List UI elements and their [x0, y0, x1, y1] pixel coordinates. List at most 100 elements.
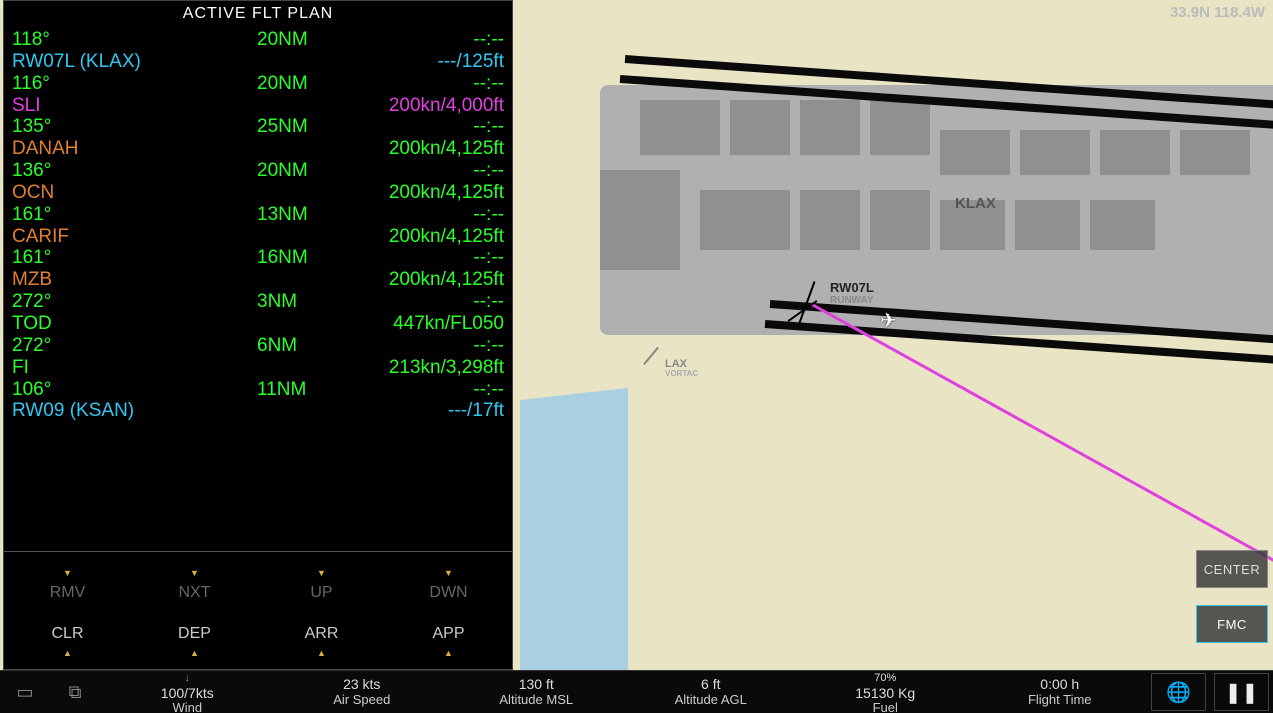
triangle-down-icon: ▲ [18, 649, 118, 658]
wp-heading: 118° [12, 29, 257, 51]
wp-name: DANAH [12, 138, 257, 160]
wp-distance: 20NM [257, 73, 357, 95]
wind-label: Wind [100, 701, 275, 713]
fmc-btn-label: UP [310, 584, 332, 601]
status-altagl: 6 ft Altitude AGL [624, 676, 799, 707]
status-flighttime: 0:00 h Flight Time [973, 676, 1148, 707]
vortac-tick [643, 347, 659, 365]
fmc-toggle-button[interactable]: FMC [1196, 605, 1268, 643]
wp-ete: --:-- [357, 247, 504, 269]
waypoint-row[interactable]: 116°20NM--:--SLI200kn/4,000ft [12, 73, 504, 117]
status-airspeed: 23 kts Air Speed [275, 676, 450, 707]
wp-distance: 13NM [257, 204, 357, 226]
waypoint-row[interactable]: 136°20NM--:--OCN200kn/4,125ft [12, 160, 504, 204]
coordinates-readout: 33.9N 118.4W [1170, 4, 1265, 21]
terminal-block [1015, 200, 1080, 250]
wp-distance: 16NM [257, 247, 357, 269]
fmc-waypoint-list[interactable]: 118°20NM--:--RW07L (KLAX)---/125ft116°20… [4, 29, 512, 559]
wp-speed-alt: 200kn/4,125ft [257, 138, 504, 160]
terminal-block [1020, 130, 1090, 175]
airspeed-value: 23 kts [275, 676, 450, 692]
triangle-down-icon: ▲ [272, 649, 372, 658]
map-label-rw07l: RW07L [830, 280, 874, 295]
fmc-up-button[interactable]: ▼ UP [272, 569, 372, 602]
flighttime-value: 0:00 h [973, 676, 1148, 692]
wp-distance: 11NM [257, 379, 357, 401]
wp-ete: --:-- [357, 116, 504, 138]
status-wind: ↓ 100/7kts Wind [100, 668, 275, 713]
terminal-block [640, 100, 720, 155]
triangle-down-icon: ▲ [399, 649, 499, 658]
terminal-block [940, 130, 1010, 175]
waypoint-row[interactable]: 161°13NM--:--CARIF200kn/4,125ft [12, 204, 504, 248]
fmc-panel: ACTIVE FLT PLAN 118°20NM--:--RW07L (KLAX… [3, 0, 513, 670]
map-label-klax: KLAX [955, 195, 996, 212]
terminal-block [1180, 130, 1250, 175]
fmc-clr-button[interactable]: CLR▲ [18, 625, 118, 658]
status-fuel: 70% 15130 Kg Fuel [798, 668, 973, 713]
pause-button[interactable]: ❚❚ [1214, 673, 1269, 711]
wp-speed-alt: 213kn/3,298ft [257, 357, 504, 379]
flighttime-label: Flight Time [973, 693, 1148, 708]
panel-toggle-icon[interactable]: ▭ [0, 682, 50, 703]
status-bar: ▭ ⧉ ↓ 100/7kts Wind 23 kts Air Speed 130… [0, 670, 1273, 713]
terminal-block [600, 170, 680, 270]
fmc-arr-button[interactable]: ARR ▲ [272, 625, 372, 658]
fuel-pct: 70% [874, 672, 896, 684]
wp-speed-alt: 200kn/4,125ft [257, 182, 504, 204]
camera-icon[interactable]: ⧉ [50, 682, 100, 703]
map-label-rw07l-sub: RUNWAY [830, 295, 874, 306]
wp-speed-alt: ---/17ft [257, 400, 504, 422]
waypoint-row[interactable]: 272°3NM--:--TOD447kn/FL050 [12, 291, 504, 335]
fmc-btn-label: RMV [50, 584, 86, 601]
terminal-block [730, 100, 790, 155]
airspeed-label: Air Speed [275, 693, 450, 708]
terminal-block [1090, 200, 1155, 250]
wp-name: TOD [12, 313, 257, 335]
terminal-block [1100, 130, 1170, 175]
waypoint-row[interactable]: 118°20NM--:--RW07L (KLAX)---/125ft [12, 29, 504, 73]
fmc-btn-label: NXT [179, 584, 211, 601]
fmc-dep-button[interactable]: DEP▲ [145, 625, 245, 658]
terminal-block [800, 100, 860, 155]
wp-distance: 3NM [257, 291, 357, 313]
waypoint-row[interactable]: 135°25NM--:--DANAH200kn/4,125ft [12, 116, 504, 160]
fmc-dwn-button[interactable]: ▼DWN [399, 569, 499, 602]
wp-name: CARIF [12, 226, 257, 248]
wp-name: RW09 (KSAN) [12, 400, 257, 422]
fmc-nxt-button[interactable]: ▼NXT [145, 569, 245, 602]
fmc-btn-label: APP [432, 625, 464, 642]
wp-speed-alt: 200kn/4,125ft [257, 226, 504, 248]
triangle-up-icon: ▼ [272, 569, 372, 578]
fmc-rmv-button[interactable]: ▼ RMV [18, 569, 118, 602]
wp-heading: 161° [12, 204, 257, 226]
wp-speed-alt: 200kn/4,125ft [257, 269, 504, 291]
wp-distance: 20NM [257, 29, 357, 51]
aircraft-icon: ✈ [880, 308, 897, 333]
fmc-title: ACTIVE FLT PLAN [4, 1, 512, 29]
wp-distance: 25NM [257, 116, 357, 138]
wp-heading: 161° [12, 247, 257, 269]
waypoint-row[interactable]: 272°6NM--:--FI213kn/3,298ft [12, 335, 504, 379]
waypoint-row[interactable]: 161°16NM--:--MZB200kn/4,125ft [12, 247, 504, 291]
globe-button[interactable]: 🌐 [1151, 673, 1206, 711]
altmsl-value: 130 ft [449, 676, 624, 692]
wp-ete: --:-- [357, 379, 504, 401]
waypoint-row[interactable]: 106°11NM--:-- RW09 (KSAN)---/17ft [12, 379, 504, 423]
fmc-button-bar: ▼ RMV ▼NXT ▼ UP ▼DWN CLR▲ DEP▲ ARR ▲ APP ▲ [4, 551, 512, 669]
wp-heading: 116° [12, 73, 257, 95]
wp-name: FI [12, 357, 257, 379]
center-map-button[interactable]: CENTER [1196, 550, 1268, 588]
wp-heading: 106° [12, 379, 257, 401]
wp-ete: --:-- [357, 291, 504, 313]
map-label-lax-sub: VORTAC [665, 369, 698, 378]
terminal-block [870, 190, 930, 250]
altmsl-label: Altitude MSL [449, 693, 624, 708]
fmc-app-button[interactable]: APP ▲ [399, 625, 499, 658]
triangle-up-icon: ▼ [18, 569, 118, 578]
terminal-block [800, 190, 860, 250]
wind-value: 100/7kts [100, 685, 275, 701]
fmc-btn-label: ARR [305, 625, 339, 642]
wp-speed-alt: 200kn/4,000ft [257, 95, 504, 117]
wp-speed-alt: 447kn/FL050 [257, 313, 504, 335]
